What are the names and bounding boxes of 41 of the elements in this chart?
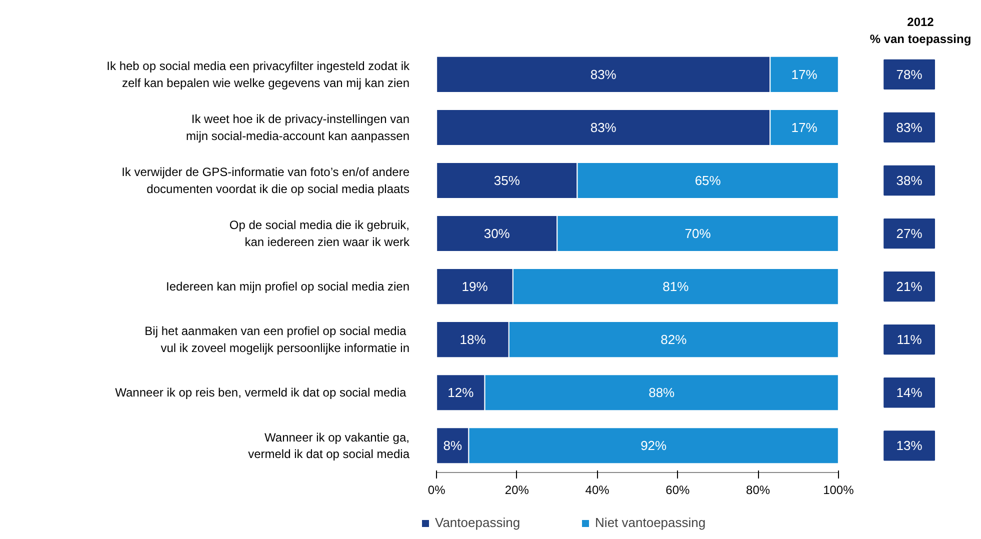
data-label: 17% [791,66,818,82]
data-label: 18% [460,332,486,348]
data-label: 83% [590,120,617,135]
data-label: 19% [462,279,488,294]
y-tick-label: Iedereen kan mijn profiel op social media zien [166,280,410,294]
text: 38% [896,173,923,188]
x-tick-label: 100% [823,483,854,498]
text: 27% [896,226,923,242]
y-tick-label: Ik weet hoe ik de privacy-instellingen van mijn social-media-account kan aanpassen [186,112,410,143]
text: 11% [896,332,922,348]
data-label: 82% [660,332,688,348]
text: 83% [896,120,923,135]
data-label: 12% [448,385,474,400]
data-label: 17% [791,120,818,135]
text: 78% [896,66,923,82]
x-tick-label: 40% [585,483,610,498]
x-tick-label: 80% [746,483,770,498]
y-tick-label: Wanneer ik op reis ben, vermeld ik dat op social media [115,386,406,400]
data-label: 83% [590,66,617,82]
legend-label: Niet vantoepassing [595,515,706,530]
text: 13% [896,438,923,454]
y-tick-label: Wanneer ik op vakantie ga, vermeld ik dat op social media [248,430,410,462]
x-tick-label: 20% [504,483,530,498]
y-tick-label: Ik heb op social media een privacyfilter ingesteld zodat ik zelf kan bepalen wie welke gegevens van mij kan zien [106,59,410,90]
data-label: 30% [484,226,510,242]
data-label: 88% [648,385,676,400]
data-label: 8% [443,438,462,454]
y-tick-label: Op de social media die ik gebruik, kan iedereen zien waar ik werk [229,218,410,249]
x-tick-label: 0% [428,483,446,498]
text: 21% [896,279,923,294]
data-label: 92% [640,438,668,454]
legend-label: Vantoepassing [435,515,520,530]
y-tick-label: Ik verwijder de GPS-informatie van foto’s en/of andere documenten voordat ik die op social media plaats [122,165,410,196]
data-label: 65% [694,173,722,188]
x-tick-label: 60% [666,483,690,498]
y-tick-label: Bij het aanmaken van een profiel op social media vul ik zoveel mogelijk persoonlijke informatie in [144,324,410,355]
text: 14% [896,385,923,400]
text: 2012 % van toepassing [870,15,972,46]
data-label: 35% [494,173,520,188]
data-label: 70% [684,226,712,242]
data-label: 81% [662,279,690,294]
